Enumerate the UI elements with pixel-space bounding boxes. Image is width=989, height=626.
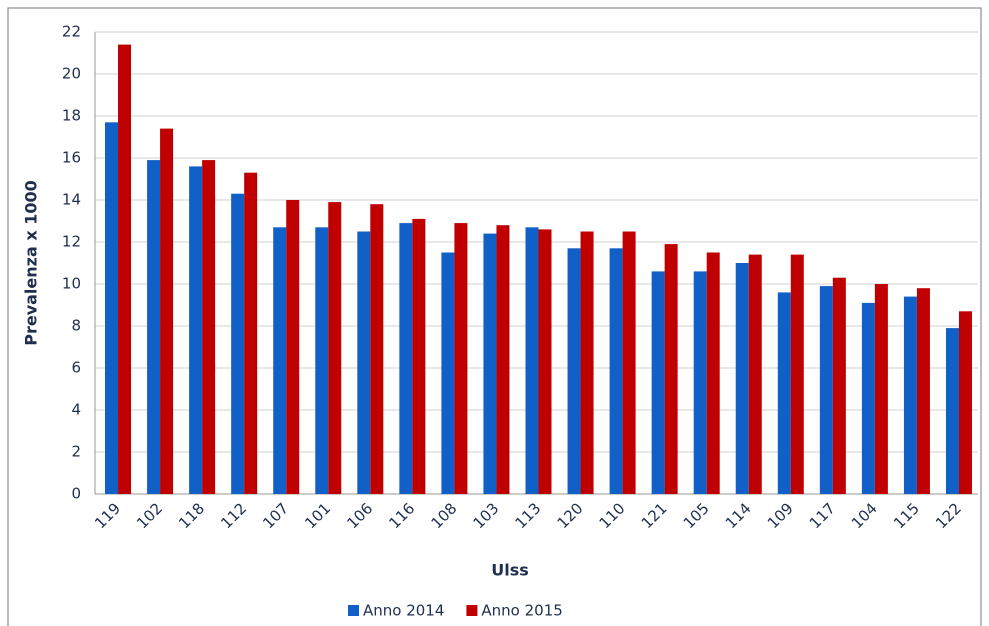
bar [244,172,258,494]
y-tick-label: 4 [71,401,81,419]
bar [664,244,678,494]
bar [441,252,455,494]
y-axis-title: Prevalenza x 1000 [22,180,41,346]
x-tick-label: 113 [512,499,545,532]
bar [273,227,287,495]
bar [916,288,930,494]
bar [525,227,539,495]
y-tick-label: 8 [71,317,81,335]
bar [958,311,972,494]
x-tick-label: 116 [385,499,418,532]
legend-swatch [466,605,478,616]
bar [202,160,216,494]
bar [651,271,665,494]
bar [231,193,245,494]
y-tick-label: 10 [62,275,81,293]
bar [315,227,329,495]
legend-swatch [348,605,359,616]
x-tick-label: 106 [343,499,376,532]
x-tick-label: 112 [217,499,250,532]
bar [496,225,510,494]
y-tick-label: 16 [62,149,81,167]
bar [706,252,720,494]
x-tick-label: 118 [175,499,208,532]
bar [370,204,384,494]
bar [748,254,762,494]
y-tick-label: 0 [71,485,81,503]
bar [609,248,623,494]
bar [454,223,468,494]
x-tick-label: 120 [554,499,587,532]
bar [819,286,833,494]
bar [105,122,119,495]
x-tick-label: 114 [722,499,755,532]
bar [861,302,875,494]
bar [735,263,749,494]
bar [567,248,581,494]
y-tick-label: 18 [62,107,81,125]
x-tick-label: 101 [301,499,334,532]
bar [777,292,791,494]
x-tick-label: 104 [848,499,881,532]
x-tick-label: 115 [890,499,923,532]
y-tick-label: 20 [62,65,81,83]
bar [118,44,132,494]
legend-label: Anno 2014 [363,602,444,620]
bar [483,233,497,494]
x-tick-label: 107 [259,499,292,532]
bar [357,231,371,494]
x-tick-label: 102 [133,499,166,532]
bar [832,277,846,494]
y-tick-label: 12 [62,233,81,251]
bar [790,254,804,494]
bar [160,128,174,494]
y-tick-label: 2 [71,443,81,461]
y-tick-label: 6 [71,359,81,377]
x-tick-label: 117 [806,499,839,532]
bar [538,229,552,494]
bar [622,231,636,494]
bar [580,231,594,494]
y-tick-label: 14 [62,191,81,209]
bar [874,284,888,494]
x-tick-label: 105 [680,499,713,532]
bar [399,223,413,494]
x-tick-label: 108 [427,499,460,532]
y-tick-label: 22 [62,23,81,41]
x-tick-label: 109 [764,499,797,532]
x-tick-label: 110 [596,499,629,532]
legend-label: Anno 2015 [481,602,562,620]
x-axis-title: Ulss [491,561,529,580]
bar [945,328,959,494]
x-tick-label: 122 [932,499,965,532]
bar [286,200,300,494]
bar [189,166,203,494]
x-tick-label: 103 [469,499,502,532]
bar [903,296,917,494]
chart-border [7,7,982,626]
bar [693,271,707,494]
x-tick-label: 119 [91,499,124,532]
x-tick-label: 121 [638,499,671,532]
bar [412,218,426,494]
bar [147,160,161,494]
bar [328,202,342,494]
